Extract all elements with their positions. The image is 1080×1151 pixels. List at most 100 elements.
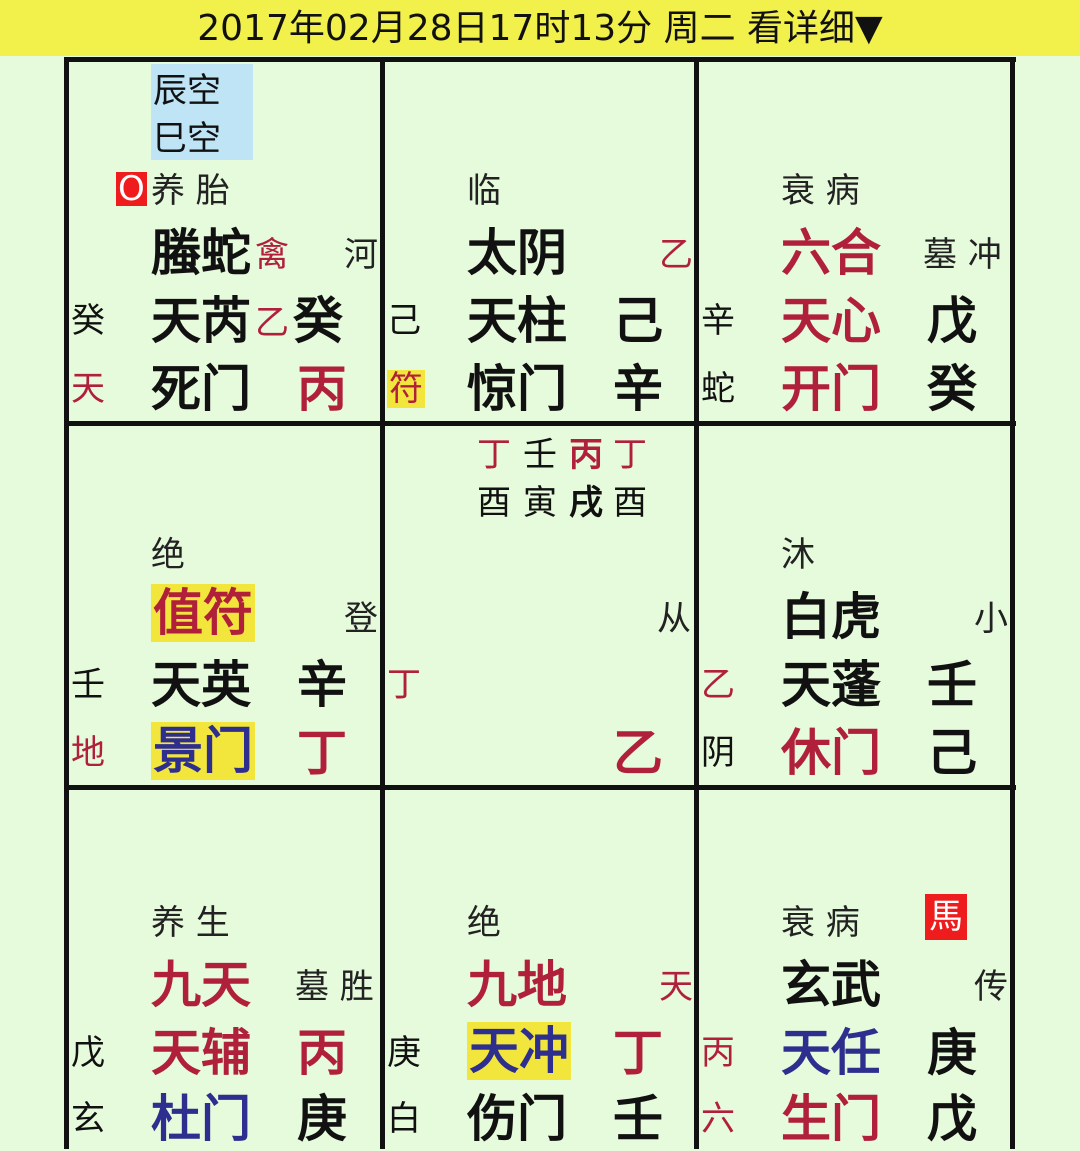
grid-line xyxy=(380,57,385,1149)
door-label: 死门 xyxy=(151,360,251,418)
right-mark: 墓 冲 xyxy=(923,235,1002,275)
door-label: 惊门 xyxy=(467,360,567,418)
palace-top-mid: 临 太阴 乙 己 天柱 己 符 惊门 辛 xyxy=(385,62,695,423)
header-title[interactable]: 2017年02月28日17时13分 周二 看详细▼ xyxy=(197,8,883,49)
right-mark: 天 xyxy=(659,967,693,1007)
star-stem: 壬 xyxy=(927,656,977,714)
right-mark: 河 xyxy=(344,235,378,275)
palace-top-left: 辰空 巳空 O 养 胎 螣蛇 禽 河 癸 天芮 乙 癸 天 死门 丙 xyxy=(69,62,379,423)
god-label: 螣蛇 xyxy=(151,224,251,282)
grid-line xyxy=(64,57,1016,62)
palace-top-right: 衰 病 六合 墓 冲 辛 天心 戊 蛇 开门 癸 xyxy=(699,62,1009,423)
palace-mid-left: 绝 值符 登 壬 天英 辛 地 景门 丁 xyxy=(69,426,379,787)
star-stem: 丙 xyxy=(297,1024,347,1082)
state-label: 养 生 xyxy=(151,903,230,943)
outer-god: 蛇 xyxy=(701,369,735,409)
door-label: 伤门 xyxy=(467,1090,567,1148)
outer-stem: 辛 xyxy=(701,301,735,341)
palace-bot-mid: 绝 九地 天 庚 天冲 丁 白 伤门 壬 xyxy=(385,790,695,1151)
door-label: 景门 xyxy=(151,722,255,780)
star-label: 天冲 xyxy=(467,1022,571,1080)
pillar-stem: 丁 xyxy=(477,435,511,475)
kong-label: 巳空 xyxy=(153,119,221,159)
god-label: 值符 xyxy=(151,584,255,642)
outer-god: 符 xyxy=(387,369,425,409)
palace-bot-left: 养 生 九天 墓 胜 戊 天辅 丙 玄 杜门 庚 xyxy=(69,790,379,1151)
god-label: 太阴 xyxy=(467,224,567,282)
door-label: 休门 xyxy=(781,724,881,782)
star-label: 天辅 xyxy=(151,1024,251,1082)
door-stem: 辛 xyxy=(613,360,663,418)
door-stem: 壬 xyxy=(613,1090,663,1148)
state-label: 沐 xyxy=(781,535,815,575)
outer-god: 阴 xyxy=(701,733,735,773)
kong-block: 辰空 巳空 xyxy=(151,64,253,160)
outer-stem: 乙 xyxy=(701,665,735,705)
header-bar[interactable]: 2017年02月28日17时13分 周二 看详细▼ xyxy=(0,0,1080,56)
door-label: 开门 xyxy=(781,360,881,418)
state-label: 临 xyxy=(467,171,501,211)
state-label: 绝 xyxy=(151,535,185,575)
outer-god: 玄 xyxy=(71,1099,105,1139)
outer-stem: 癸 xyxy=(71,301,105,341)
right-mark: 小 xyxy=(974,599,1008,639)
god-label: 九天 xyxy=(151,956,251,1014)
state-label: 养 胎 xyxy=(151,171,230,211)
outer-stem: 壬 xyxy=(71,665,105,705)
door-stem: 癸 xyxy=(927,360,977,418)
state-label: 绝 xyxy=(467,903,501,943)
god-tag: 禽 xyxy=(255,235,289,275)
star-stem: 庚 xyxy=(927,1024,977,1082)
door-label: 生门 xyxy=(781,1090,881,1148)
pillar-branch: 酉 xyxy=(613,483,647,523)
door-stem: 丙 xyxy=(297,360,347,418)
star-stem: 癸 xyxy=(293,292,343,350)
door-stem: 戊 xyxy=(927,1090,977,1148)
outer-god: 六 xyxy=(701,1099,735,1139)
outer-god: 天 xyxy=(71,369,105,409)
star-label: 天柱 xyxy=(467,292,567,350)
right-mark: 墓 胜 xyxy=(295,967,374,1007)
left-stem: 丁 xyxy=(387,665,421,705)
outer-god: 地 xyxy=(71,733,105,773)
pillar-branch: 寅 xyxy=(523,483,557,523)
palace-center: 丁 壬 丙 丁 酉 寅 戌 酉 从 丁 乙 xyxy=(385,426,695,787)
palace-bot-right: 馬 衰 病 玄武 传 丙 天任 庚 六 生门 戊 xyxy=(699,790,1009,1151)
grid-line xyxy=(1010,57,1015,1149)
right-mark: 乙 xyxy=(659,235,693,275)
god-label: 玄武 xyxy=(781,956,881,1014)
god-label: 白虎 xyxy=(781,588,881,646)
outer-stem: 庚 xyxy=(387,1033,421,1073)
star-stem: 辛 xyxy=(297,656,347,714)
star-label: 天心 xyxy=(781,292,881,350)
door-stem: 庚 xyxy=(297,1090,347,1148)
pillar-branch: 戌 xyxy=(569,483,603,523)
bottom-stem: 乙 xyxy=(613,724,663,782)
kong-wang-badge: O xyxy=(116,169,147,209)
pillar-stem: 丙 xyxy=(569,435,603,475)
palace-mid-right: 沐 白虎 小 乙 天蓬 壬 阴 休门 己 xyxy=(699,426,1009,787)
god-label: 九地 xyxy=(467,956,567,1014)
state-label: 衰 病 xyxy=(781,903,860,943)
right-mark: 传 xyxy=(974,967,1008,1007)
door-stem: 己 xyxy=(927,724,977,782)
door-label: 杜门 xyxy=(151,1090,251,1148)
grid-line xyxy=(694,57,699,1149)
door-stem: 丁 xyxy=(297,724,347,782)
star-stem: 戊 xyxy=(927,292,977,350)
horse-badge: 馬 xyxy=(925,894,967,940)
grid-line xyxy=(64,785,1016,790)
star-label: 天芮 xyxy=(151,292,251,350)
outer-stem: 丙 xyxy=(701,1033,735,1073)
right-mark: 登 xyxy=(344,599,378,639)
grid-line xyxy=(64,421,1016,426)
kong-label: 辰空 xyxy=(153,71,221,111)
pillar-branch: 酉 xyxy=(477,483,511,523)
star-label: 天英 xyxy=(151,656,251,714)
grid-line xyxy=(64,57,69,1149)
outer-stem: 戊 xyxy=(71,1033,105,1073)
star-stem: 己 xyxy=(613,292,663,350)
pillar-stem: 丁 xyxy=(613,435,647,475)
state-label: 衰 病 xyxy=(781,171,860,211)
star-tag: 乙 xyxy=(255,303,289,343)
